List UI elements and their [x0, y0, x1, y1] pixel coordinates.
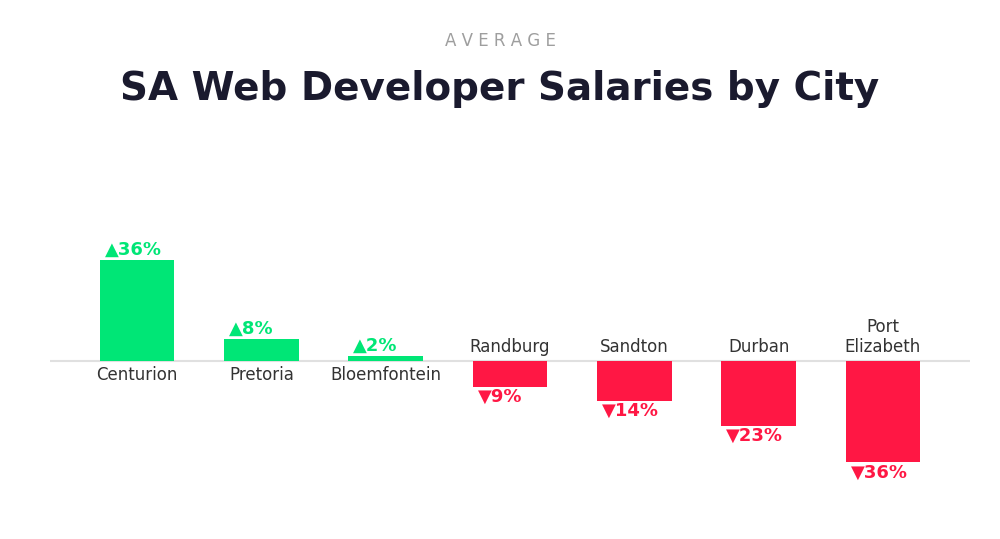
Text: ▼14%: ▼14%	[602, 402, 659, 420]
Bar	[100, 260, 174, 361]
Text: ▼36%: ▼36%	[851, 464, 908, 482]
Text: Centurion: Centurion	[96, 367, 178, 384]
Text: Sandton: Sandton	[600, 338, 669, 356]
Bar	[721, 361, 796, 426]
Text: ▲2%: ▲2%	[353, 336, 398, 354]
Bar	[473, 361, 547, 386]
Bar	[348, 356, 423, 361]
Text: Randburg: Randburg	[470, 338, 550, 356]
Text: Port
Elizabeth: Port Elizabeth	[845, 317, 921, 356]
Bar	[846, 361, 920, 462]
Text: ▲8%: ▲8%	[229, 320, 274, 337]
Bar	[597, 361, 672, 400]
Bar	[224, 339, 299, 361]
Text: Durban: Durban	[728, 338, 789, 356]
Text: Bloemfontein: Bloemfontein	[330, 367, 441, 384]
Text: Pretoria: Pretoria	[229, 367, 294, 384]
Text: ▼9%: ▼9%	[478, 388, 522, 406]
Text: SA Web Developer Salaries by City: SA Web Developer Salaries by City	[120, 70, 880, 108]
Text: ▼23%: ▼23%	[726, 427, 783, 445]
Text: ▲36%: ▲36%	[105, 241, 162, 259]
Text: A V E R A G E: A V E R A G E	[445, 32, 555, 50]
